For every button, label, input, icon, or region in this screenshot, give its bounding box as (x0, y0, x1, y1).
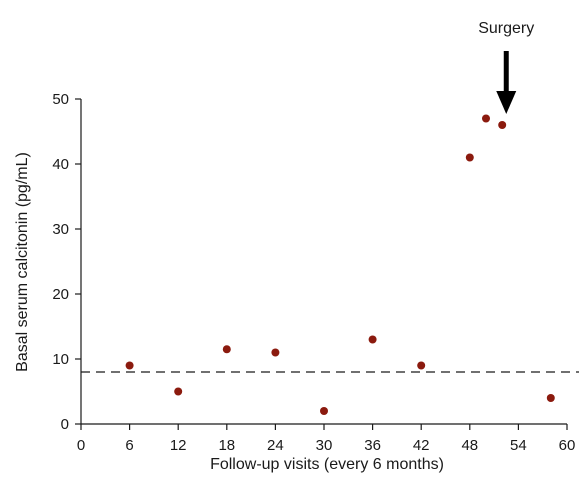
data-point (125, 361, 134, 370)
y-tick-label: 30 (52, 221, 69, 238)
y-ticks: 0 10 20 30 40 50 (52, 91, 81, 433)
y-tick-label: 20 (52, 286, 69, 303)
data-point (271, 348, 280, 357)
x-tick-label: 18 (218, 437, 235, 454)
data-point (222, 345, 231, 354)
x-tick-label: 54 (510, 437, 527, 454)
data-point (482, 114, 490, 123)
data-point (417, 361, 426, 370)
x-tick-label: 12 (170, 437, 187, 454)
y-axis-title: Basal serum calcitonin (pg/mL) (14, 152, 31, 372)
data-point (174, 387, 183, 396)
x-tick-label: 36 (364, 437, 381, 454)
data-point (465, 153, 474, 162)
surgery-annotation: Surgery (478, 20, 534, 114)
x-ticks: 0 6 12 18 24 30 36 42 48 54 60 (77, 424, 576, 454)
x-tick-label: 0 (77, 437, 85, 454)
annotation-label: Surgery (478, 20, 534, 37)
y-tick-label: 10 (52, 351, 69, 368)
data-point (368, 335, 377, 344)
y-tick-label: 40 (52, 156, 69, 173)
data-point (320, 407, 328, 415)
x-tick-label: 6 (125, 437, 133, 454)
x-tick-label: 60 (559, 437, 576, 454)
arrow-head-icon (496, 91, 517, 114)
x-tick-label: 24 (267, 437, 284, 454)
y-tick-label: 0 (61, 416, 69, 433)
y-tick-label: 50 (52, 91, 69, 108)
data-point (546, 394, 555, 402)
axes (80, 99, 567, 425)
x-axis-title: Follow-up visits (every 6 months) (210, 456, 444, 473)
x-tick-label: 42 (413, 437, 430, 454)
x-tick-label: 30 (316, 437, 333, 454)
data-points (125, 114, 555, 415)
x-tick-label: 48 (461, 437, 478, 454)
data-point (498, 121, 507, 129)
